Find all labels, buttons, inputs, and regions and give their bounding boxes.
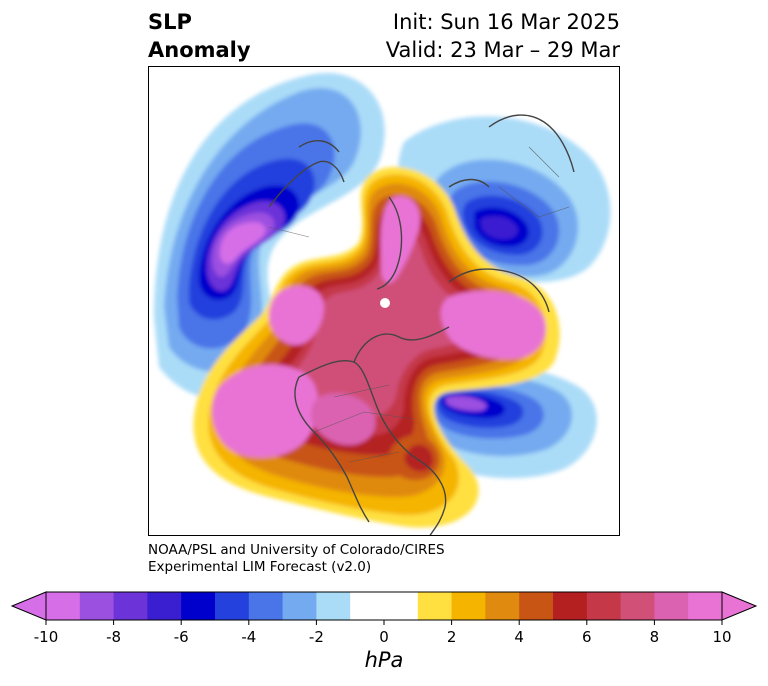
colorbar-bin xyxy=(688,592,723,620)
colorbar-bin xyxy=(620,592,655,620)
colorbar-bin xyxy=(113,592,148,620)
colorbar-tick-label: -8 xyxy=(106,628,122,646)
colorbar-bin xyxy=(485,592,520,620)
colorbar-extend-low xyxy=(10,591,47,621)
init-date: Init: Sun 16 Mar 2025 xyxy=(392,10,620,34)
colorbar-tick-label: 2 xyxy=(446,628,457,646)
colorbar-tick-label: 4 xyxy=(514,628,524,646)
title-line-1: SLP xyxy=(148,10,192,34)
colorbar-tick-label: -10 xyxy=(33,628,59,646)
colorbar-bin xyxy=(46,592,81,620)
valid-range: Valid: 23 Mar – 29 Mar xyxy=(385,38,620,62)
credit-text: NOAA/PSL and University of Colorado/CIRE… xyxy=(148,542,445,576)
colorbar-tick-label: -4 xyxy=(241,628,257,646)
credit-line-2: Experimental LIM Forecast (v2.0) xyxy=(148,559,372,575)
colorbar-bin xyxy=(282,592,317,620)
colorbar-bin xyxy=(417,592,453,620)
low-anomaly-northwest xyxy=(154,73,385,399)
low-anomaly-pacific xyxy=(411,367,597,479)
credit-line-1: NOAA/PSL and University of Colorado/CIRE… xyxy=(148,542,445,558)
colorbar-bin xyxy=(181,592,216,620)
colorbar-extend-high xyxy=(721,591,758,621)
colorbar-bin xyxy=(553,592,588,620)
colorbar-tick-label: 10 xyxy=(712,628,732,646)
colorbar-bin xyxy=(316,592,351,620)
colorbar-bin xyxy=(79,592,115,620)
forecast-dates: Init: Sun 16 Mar 2025 Valid: 23 Mar – 29… xyxy=(386,8,620,64)
political-borders xyxy=(268,146,570,463)
colorbar-tick-label: 8 xyxy=(649,628,660,646)
colorbar-bin xyxy=(654,592,689,620)
colorbar-tick-label: 6 xyxy=(582,628,592,646)
colorbar-bin xyxy=(248,592,284,620)
colorbar xyxy=(10,591,758,625)
high-anomaly-central xyxy=(193,167,560,528)
north-pole-marker xyxy=(380,298,390,308)
map-title: SLP Anomaly xyxy=(148,8,251,64)
colorbar-bin xyxy=(350,592,419,620)
coastlines xyxy=(268,114,575,535)
colorbar-unit: hPa xyxy=(364,648,404,672)
colorbar-bin xyxy=(519,592,554,620)
map-panel xyxy=(148,66,620,536)
title-line-2: Anomaly xyxy=(148,38,251,62)
colorbar-tick-label: 0 xyxy=(379,628,389,646)
colorbar-bin xyxy=(451,592,486,620)
anomaly-map xyxy=(149,67,619,535)
colorbar-bin xyxy=(215,592,250,620)
colorbar-tick-label: -2 xyxy=(308,628,324,646)
colorbar-bin xyxy=(586,592,622,620)
colorbar-bin xyxy=(147,592,182,620)
colorbar-tick-label: -6 xyxy=(173,628,189,646)
